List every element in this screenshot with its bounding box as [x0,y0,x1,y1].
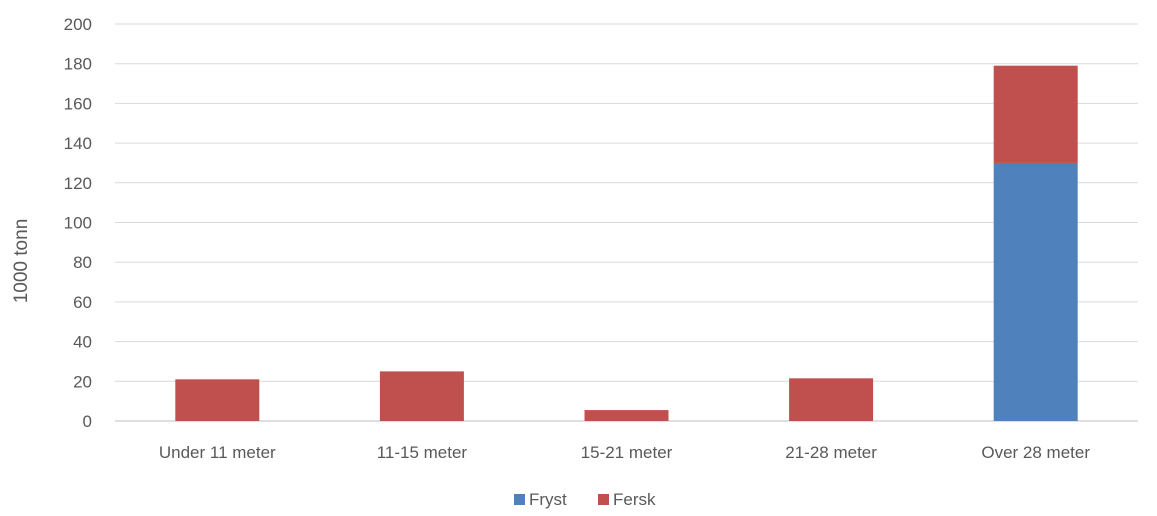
y-axis-title: 1000 tonn [11,219,32,304]
y-tick-label: 120 [64,174,92,193]
y-tick-label: 160 [64,94,92,113]
y-tick-label: 40 [73,333,92,352]
x-tick-label: 11-15 meter [377,443,468,462]
bar-segment-fersk [175,379,260,421]
y-tick-label: 140 [64,134,92,153]
legend-label-fersk: Fersk [613,490,656,509]
legend: Fryst Fersk [514,490,656,509]
bar-segment-fersk [379,371,464,421]
bar-segment-fersk [584,410,669,421]
y-tick-label: 200 [64,15,92,34]
y-tick-label: 60 [73,293,92,312]
x-tick-label: Over 28 meter [981,443,1090,462]
x-tick-label: Under 11 meter [159,443,276,462]
bar-segment-fryst [993,162,1078,421]
legend-label-fryst: Fryst [529,490,567,509]
bars [175,65,1078,421]
bar-segment-fersk [993,65,1078,163]
x-axis-ticks: Under 11 meter 11-15 meter 15-21 meter 21-2… [159,443,1090,462]
legend-swatch-fryst [514,494,525,505]
y-tick-label: 100 [64,214,92,233]
bar-segment-fersk [789,378,874,421]
x-tick-label: 15-21 meter [581,443,673,462]
y-axis-ticks: 0 20 40 60 80 100 120 140 160 180 200 [64,15,92,431]
y-tick-label: 80 [73,253,92,272]
x-tick-label: 21-28 meter [785,443,877,462]
y-tick-label: 0 [83,412,92,431]
legend-swatch-fersk [598,494,609,505]
gridlines [115,23,1138,422]
y-tick-label: 180 [64,55,92,74]
y-tick-label: 20 [73,372,92,391]
